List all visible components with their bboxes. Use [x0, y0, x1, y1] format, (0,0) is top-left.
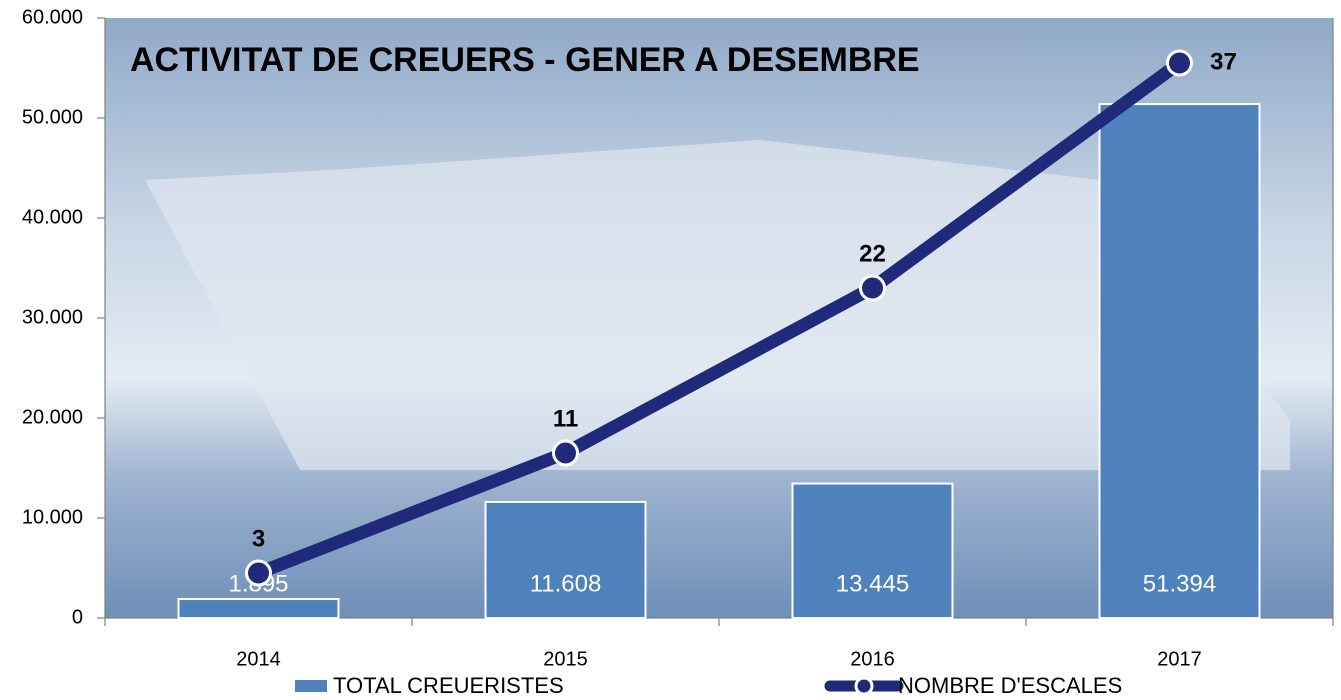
legend-marker	[854, 676, 874, 696]
y-tick-label: 0	[72, 606, 83, 628]
bar	[177, 598, 340, 619]
legend-label: TOTAL CREUERISTES	[333, 673, 564, 698]
bar-value-label: 51.394	[1143, 570, 1216, 597]
line-marker	[1166, 49, 1193, 77]
line-marker	[552, 439, 579, 467]
line	[256, 57, 1184, 580]
line-marker	[859, 274, 886, 302]
chart-title: ACTIVITAT DE CREUERS - GENER A DESEMBRE	[130, 41, 920, 79]
x-tick-label: 2016	[850, 648, 895, 670]
legend-label: NOMBRE D'ESCALES	[898, 673, 1122, 698]
y-tick-label: 20.000	[22, 406, 83, 428]
bar-value-label: 13.445	[836, 570, 909, 597]
x-tick-label: 2017	[1157, 648, 1202, 670]
y-tick-label: 10.000	[22, 506, 83, 528]
y-tick-label: 40.000	[22, 206, 83, 228]
line-value-label: 3	[252, 525, 265, 552]
legend-swatch	[295, 680, 327, 692]
y-tick-label: 30.000	[22, 306, 83, 328]
bar-value-label: 11.608	[530, 570, 602, 597]
y-tick-label: 50.000	[22, 106, 83, 128]
line-marker	[245, 559, 272, 587]
bar	[1098, 103, 1261, 619]
bar	[484, 500, 647, 620]
y-tick-label: 60.000	[22, 6, 83, 28]
line-value-label: 37	[1210, 48, 1237, 75]
line-value-label: 11	[553, 405, 578, 432]
x-tick-label: 2014	[236, 648, 281, 670]
x-tick-label: 2015	[543, 648, 588, 670]
line-value-label: 22	[859, 240, 886, 267]
bar	[791, 482, 954, 619]
ship-shape	[145, 140, 1290, 470]
